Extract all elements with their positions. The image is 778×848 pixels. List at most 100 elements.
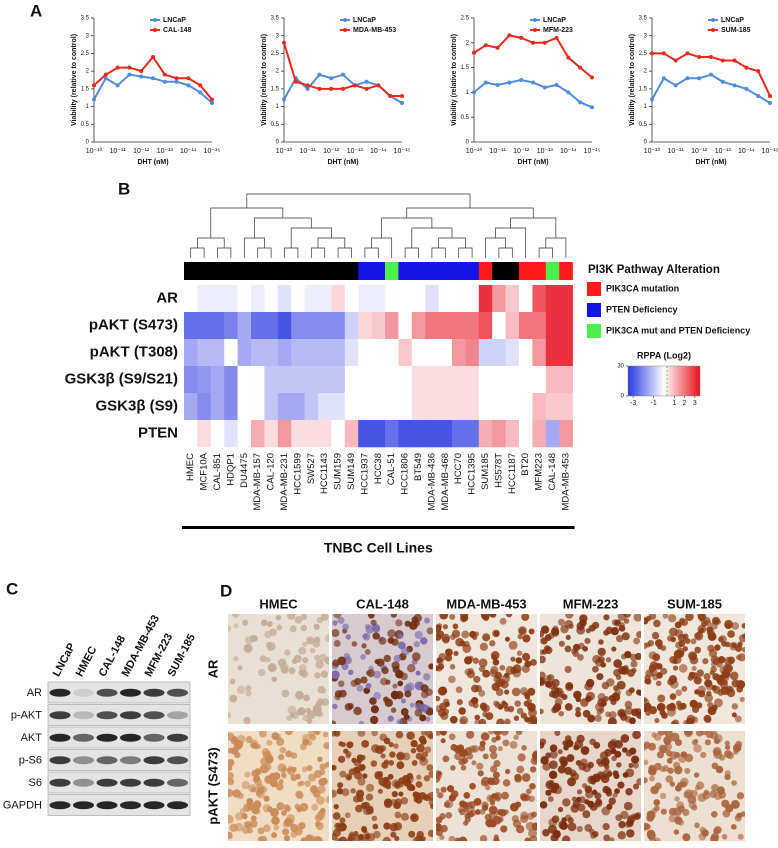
cell (420, 704, 429, 712)
cell (704, 739, 711, 746)
cell (618, 821, 626, 829)
dendrogram (317, 237, 346, 248)
heat-cell (264, 339, 279, 367)
cell (390, 614, 397, 618)
cell (489, 614, 497, 618)
cell (634, 652, 641, 661)
cell (228, 764, 233, 772)
cell (276, 802, 285, 811)
point (673, 58, 678, 63)
band (120, 756, 141, 765)
heat-cell (505, 366, 520, 394)
cell (499, 809, 507, 817)
cell (332, 731, 337, 737)
cell (257, 827, 265, 835)
cell (395, 619, 403, 627)
cell (682, 833, 691, 841)
heat-cell (545, 420, 560, 448)
cell (604, 764, 610, 770)
cell (519, 627, 526, 635)
cell (522, 634, 531, 643)
row-label: pAKT (T308) (90, 343, 178, 360)
cell (611, 646, 617, 652)
cell (448, 675, 456, 684)
cell (630, 660, 638, 668)
count-tick-label: 0 (621, 394, 625, 400)
band (96, 801, 118, 810)
heat-cell (519, 312, 533, 340)
cell (372, 823, 379, 830)
cell (669, 693, 677, 700)
band (49, 711, 71, 720)
point (210, 101, 214, 106)
heat-cell (277, 393, 292, 421)
dendrogram (495, 227, 527, 258)
blot-strip (47, 749, 191, 771)
cell (439, 834, 445, 841)
heat-cell (331, 339, 346, 367)
point (115, 65, 120, 70)
cell (564, 703, 573, 711)
cell (461, 614, 469, 622)
cell (228, 788, 234, 798)
cell (339, 689, 347, 698)
cell (396, 761, 405, 770)
cell (310, 835, 318, 841)
x-tick-label: 10⁻¹¹ (668, 148, 685, 155)
cell (554, 731, 561, 737)
cell (736, 679, 745, 689)
cell (322, 731, 329, 738)
cell (654, 717, 660, 723)
cell (722, 673, 730, 681)
column-label: HCC1143 (319, 453, 330, 494)
cell (471, 760, 477, 766)
cell (632, 731, 641, 740)
cell (324, 634, 329, 642)
cell (614, 689, 621, 697)
cell (517, 753, 526, 762)
cell (649, 668, 658, 677)
cell (576, 734, 585, 744)
band (49, 756, 71, 765)
cell (300, 614, 307, 620)
point (661, 76, 666, 81)
cell (633, 614, 641, 622)
alteration-cell (505, 262, 520, 280)
cell (307, 740, 313, 746)
column-label: HCC1187 (507, 453, 518, 494)
heat-cell (251, 285, 265, 313)
point (282, 40, 286, 45)
cell (302, 657, 309, 664)
point (151, 54, 155, 59)
heat-cell (197, 366, 212, 394)
cell (509, 740, 518, 749)
cell (356, 754, 364, 761)
cell (482, 669, 491, 678)
cell (565, 614, 574, 619)
cell (520, 712, 528, 719)
cell (499, 664, 506, 671)
cell (259, 655, 267, 663)
cell (332, 828, 341, 837)
cell (271, 816, 280, 825)
panel-label: A (30, 1, 42, 20)
cell (363, 687, 371, 695)
point (495, 82, 500, 87)
y-tick-label: 2.5 (81, 51, 90, 57)
cell (636, 778, 641, 786)
cell (387, 773, 394, 780)
cell (626, 829, 635, 838)
cell (516, 707, 524, 715)
column-label: HCC70 (453, 453, 464, 484)
point (732, 58, 737, 63)
cell (547, 796, 554, 802)
heat-cell (358, 366, 372, 394)
cell (548, 770, 558, 780)
cell (644, 823, 651, 830)
protein-label: AKT (21, 732, 43, 744)
heat-cell (398, 420, 413, 448)
cell (739, 696, 745, 703)
cell (657, 694, 666, 703)
cell (440, 786, 447, 793)
cell (652, 662, 661, 670)
